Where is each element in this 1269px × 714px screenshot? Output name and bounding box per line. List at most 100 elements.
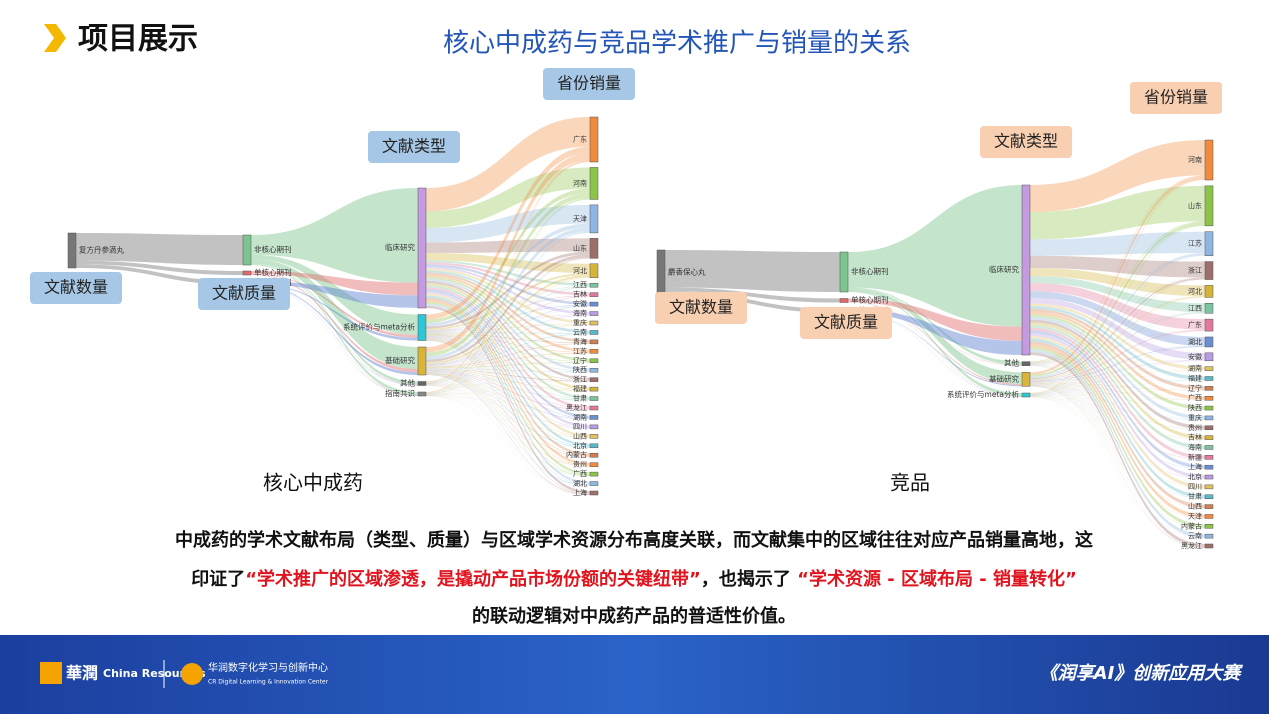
flow-link <box>1030 396 1205 440</box>
flow-link <box>426 372 590 385</box>
flow-link <box>426 257 590 384</box>
flow-link <box>1030 385 1205 519</box>
subtitle: 核心中成药与竞品学术推广与销量的关系 <box>443 29 911 59</box>
node-label: 湖北 <box>573 479 587 488</box>
sankey-node <box>1204 474 1214 480</box>
node-label: 河南 <box>1188 155 1202 164</box>
flow-link <box>848 312 1022 387</box>
flow-link <box>426 274 590 352</box>
flow-link <box>1030 253 1205 379</box>
flow-link <box>1030 395 1205 401</box>
brand-logo <box>40 662 62 684</box>
sankey-node <box>589 490 599 496</box>
sankey-node <box>656 249 666 296</box>
flow-link <box>1030 222 1205 377</box>
flow-link <box>426 306 590 395</box>
sankey-node <box>1204 185 1214 227</box>
flow-link <box>426 333 590 353</box>
flow-link <box>426 285 590 331</box>
flow-link <box>848 302 1022 397</box>
flow-link <box>426 260 590 286</box>
flow-link <box>1030 344 1205 518</box>
flow-link <box>1030 327 1205 459</box>
flow-link <box>1030 341 1205 509</box>
flow-link <box>426 160 590 383</box>
node-label: 福建 <box>573 384 587 393</box>
flow-link <box>1030 282 1205 330</box>
node-label: 非核心期刊 <box>254 244 292 254</box>
node-label: 辽宁 <box>573 356 587 365</box>
flow-link <box>426 277 590 395</box>
paragraph-line: 印证了“学术推广的区域渗透，是撬动产品市场份额的关键纽带”，也揭示了 “学术资源… <box>191 568 1077 590</box>
node-label: 甘肃 <box>573 394 587 403</box>
node-label: 云南 <box>1188 531 1202 540</box>
sankey-node <box>67 232 77 269</box>
stage-label: 省份销量 <box>1144 88 1208 107</box>
flow-link <box>1030 312 1205 364</box>
node-label: 四川 <box>1188 483 1202 491</box>
flow-link <box>426 275 590 364</box>
flow-link <box>251 281 418 308</box>
body-text: 印证了 <box>191 569 245 590</box>
node-label: 贵州 <box>1188 423 1202 432</box>
flow-link <box>1030 396 1205 489</box>
sankey-node <box>589 263 599 279</box>
flow-link <box>426 385 590 439</box>
flow-link <box>426 315 590 395</box>
flow-link <box>426 381 590 385</box>
flow-link <box>1030 352 1205 548</box>
flow-link <box>1030 306 1205 381</box>
sankey-node <box>589 424 599 430</box>
flow-link <box>1030 279 1205 395</box>
sankey-node <box>242 234 252 266</box>
sankey-node <box>589 396 599 401</box>
flow-link <box>426 232 590 394</box>
sankey-node <box>1204 366 1214 371</box>
sankey-node <box>417 187 427 309</box>
flow-link <box>1030 359 1205 365</box>
node-label: 重庆 <box>573 318 587 327</box>
flow-link <box>426 353 590 385</box>
node-label: 山西 <box>1188 502 1202 511</box>
flow-link <box>251 284 418 375</box>
flow-link <box>426 324 590 395</box>
flow-link <box>426 395 590 401</box>
flow-link <box>1030 364 1205 371</box>
flow-link <box>426 278 590 371</box>
flow-link <box>426 334 590 381</box>
footer-band <box>0 635 1269 714</box>
sankey-node <box>589 471 599 477</box>
flow-link <box>1030 396 1205 548</box>
flow-link <box>1030 396 1205 539</box>
flow-link <box>1030 364 1205 440</box>
flow-link <box>1030 297 1205 360</box>
node-label: 河南 <box>573 178 587 187</box>
node-label: 江西 <box>573 281 587 289</box>
flow-link <box>426 395 590 439</box>
flow-link <box>1030 255 1205 278</box>
paragraph-line: 中成药的学术文献布局（类型、质量）与区域学术资源分布高度关联，而文献集中的区域往… <box>175 529 1093 551</box>
flow-link <box>1030 252 1205 364</box>
flow-link <box>1030 365 1205 509</box>
node-label: 北京 <box>1188 472 1202 481</box>
flow-link <box>426 254 590 363</box>
flow-link <box>426 343 590 385</box>
flow-link <box>426 295 590 447</box>
sankey-node <box>417 346 427 376</box>
stage-label: 文献类型 <box>382 137 446 156</box>
flow-link <box>848 291 1022 397</box>
flow-link <box>426 305 590 385</box>
flow-link <box>848 287 1022 365</box>
flow-link <box>426 336 590 419</box>
stage-label-box <box>800 307 892 339</box>
center-en: CR Digital Learning & Innovation Center <box>208 679 329 686</box>
node-label: 其他 <box>400 378 415 388</box>
flow-link <box>426 332 590 334</box>
sankey-node <box>1204 336 1214 348</box>
sankey-node <box>589 349 599 354</box>
flow-link <box>76 233 243 265</box>
sankey-node <box>1204 318 1214 332</box>
flow-link <box>426 335 590 410</box>
stage-label-box <box>980 126 1072 158</box>
stage-label: 文献质量 <box>814 313 878 332</box>
